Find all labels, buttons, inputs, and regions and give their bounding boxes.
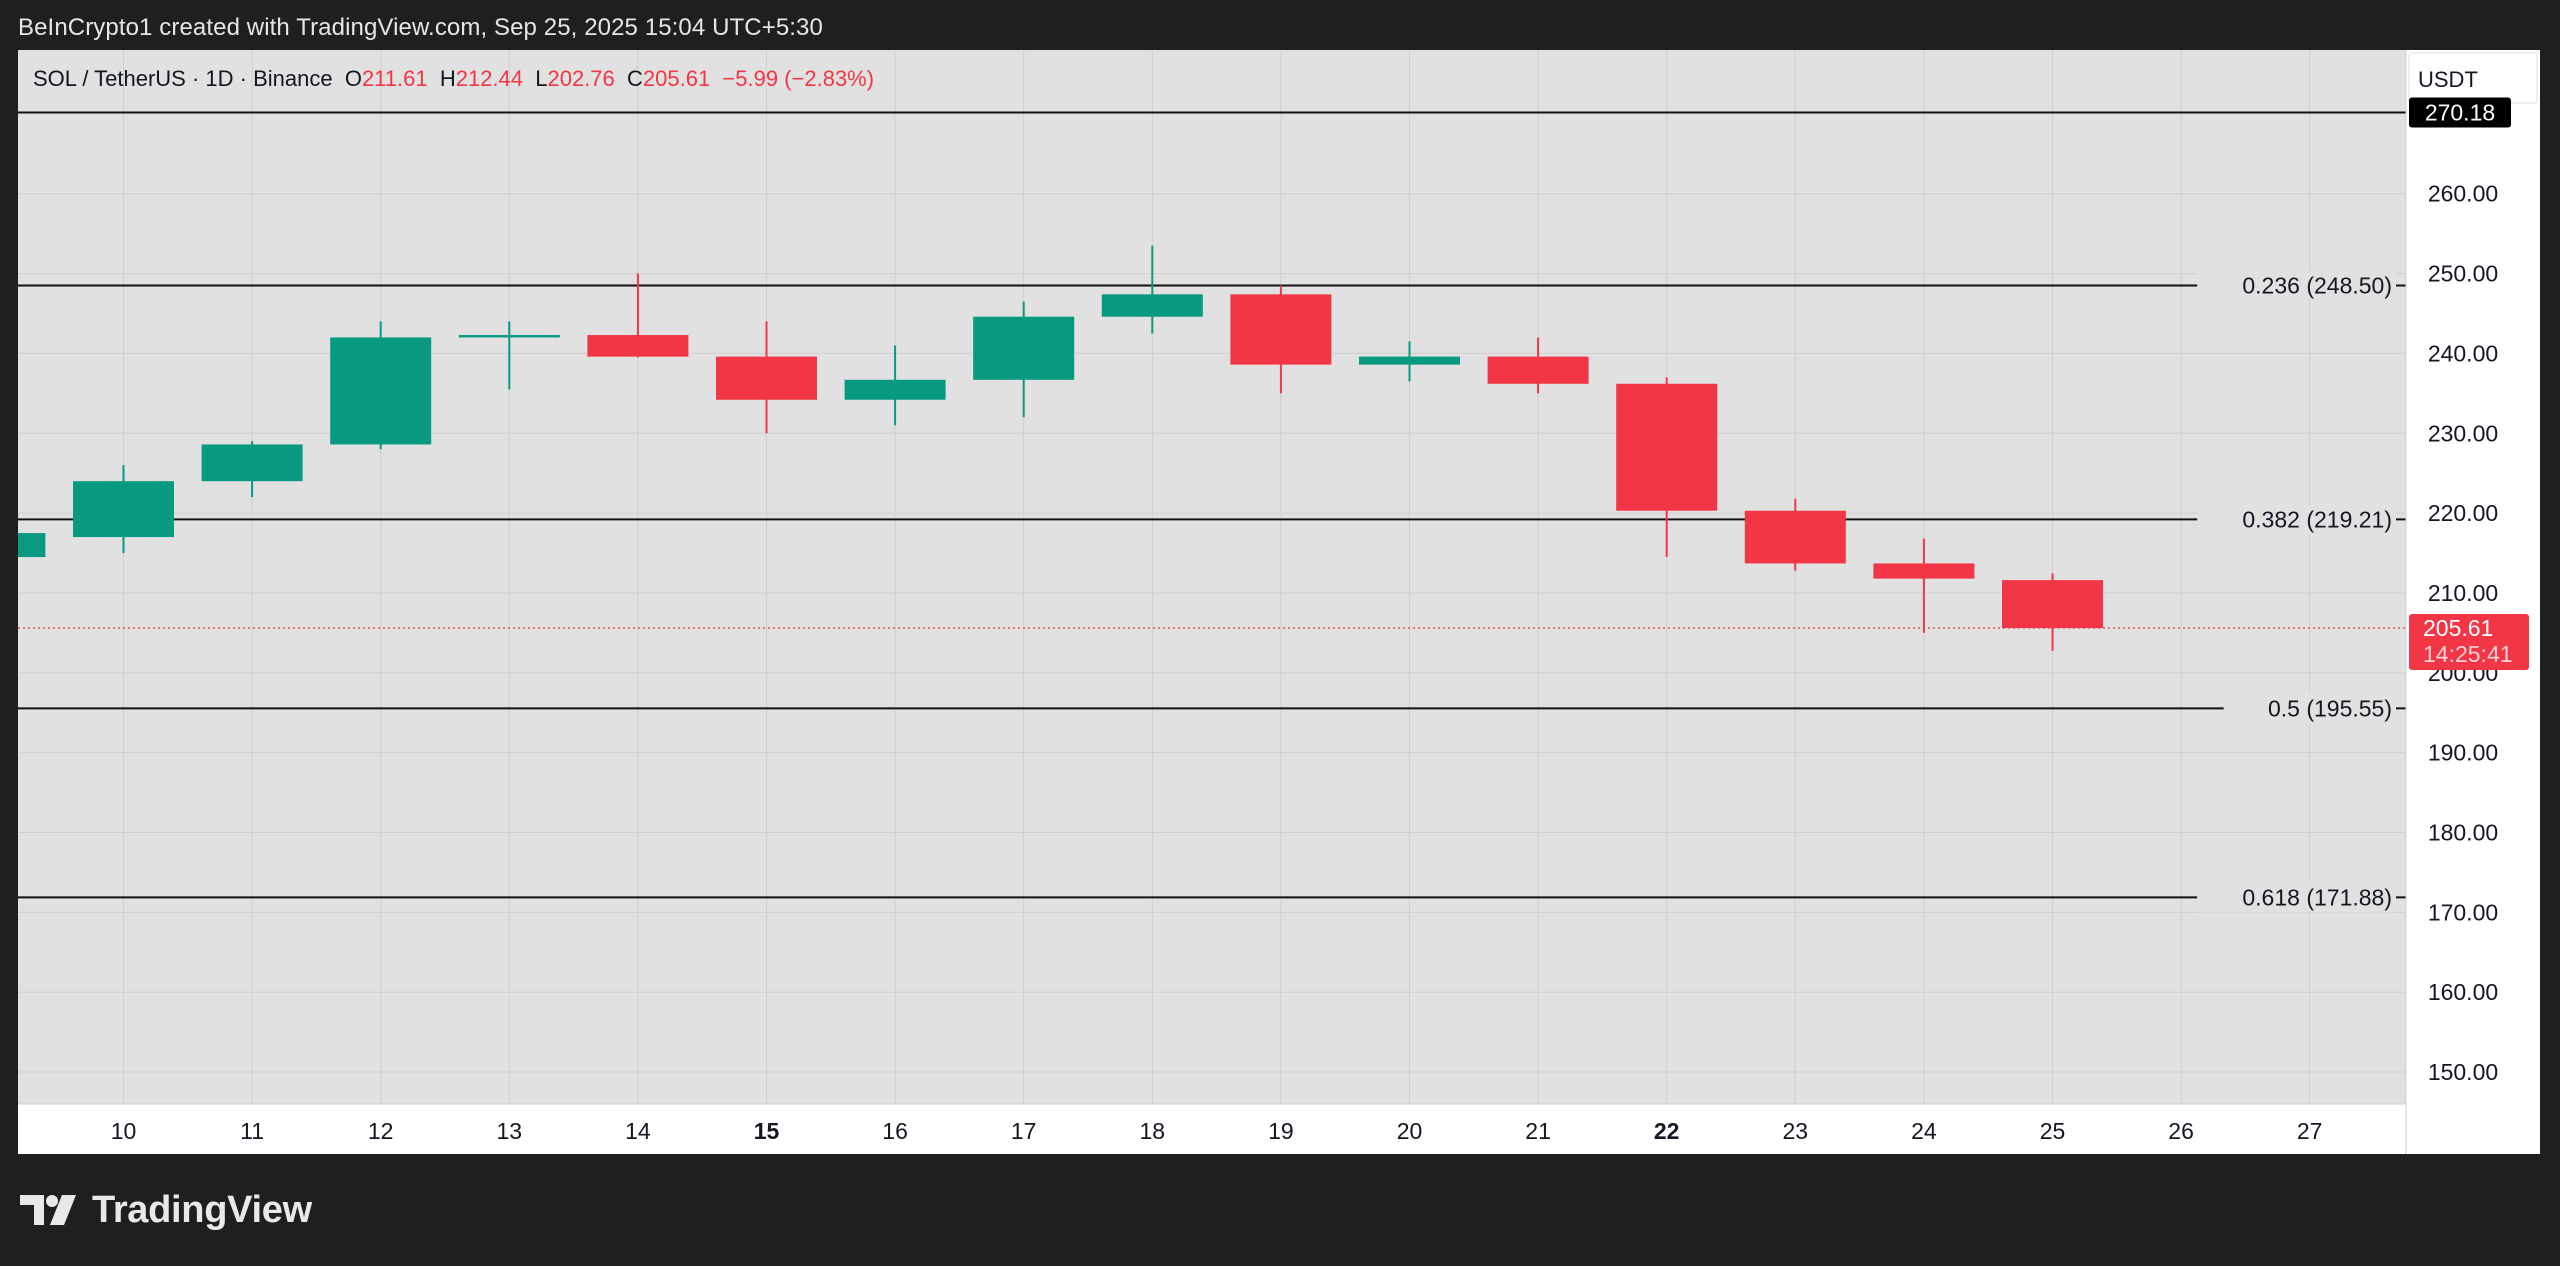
- candle-body: [1101, 294, 1203, 317]
- y-tick-label: 160.00: [2428, 979, 2498, 1005]
- close-label: C: [627, 66, 643, 91]
- candle: [587, 273, 689, 358]
- candle: [716, 321, 817, 434]
- open-label: O: [345, 66, 362, 91]
- chart-panel[interactable]: 0.236 (248.50) 0.382 (219.21) 0.5 (195.55)…: [18, 50, 2540, 1154]
- fib-axis-label: 270.18: [2425, 99, 2495, 125]
- fib-level-label: 0.382 (219.21): [2242, 506, 2392, 532]
- candle: [18, 533, 46, 558]
- low-value: 202.76: [547, 66, 627, 91]
- y-tick-label: 150.00: [2428, 1059, 2498, 1085]
- candle: [1744, 498, 1846, 571]
- y-tick-label: 230.00: [2428, 420, 2498, 446]
- y-tick-label: 210.00: [2428, 580, 2498, 606]
- candle-body: [1487, 356, 1589, 384]
- candle: [1616, 377, 1718, 558]
- x-tick-label: 10: [111, 1118, 137, 1144]
- y-axis-area: [2406, 50, 2540, 1154]
- fib-label-bg: [2197, 504, 2396, 535]
- candle-countdown-label: 14:25:41: [2423, 641, 2513, 667]
- y-tick-label: 240.00: [2428, 340, 2498, 366]
- candle-body: [716, 356, 817, 400]
- high-value: 212.44: [456, 66, 536, 91]
- candle-body: [73, 481, 174, 538]
- fib-label-bg: [2223, 693, 2396, 724]
- fib-label-bg: [2197, 882, 2396, 913]
- x-tick-label: 14: [625, 1118, 651, 1144]
- candle: [1359, 341, 1460, 382]
- x-tick-label: 13: [497, 1118, 523, 1144]
- currency-selector[interactable]: USDT: [2408, 52, 2538, 104]
- fib-level-label: 0.618 (171.88): [2242, 884, 2392, 910]
- close-value: 205.61: [643, 66, 723, 91]
- currency-label: USDT: [2418, 67, 2478, 92]
- x-tick-label: 12: [368, 1118, 394, 1144]
- last-price-badge: [2409, 614, 2529, 671]
- x-axis-area: [18, 1104, 2406, 1154]
- candle-body: [330, 337, 432, 445]
- fib-label-bg: [2197, 270, 2396, 301]
- candle-body: [587, 335, 689, 357]
- candle: [2002, 573, 2103, 651]
- candle-body: [458, 335, 560, 338]
- candle: [1101, 245, 1203, 334]
- candle-body: [1873, 563, 1975, 579]
- tradingview-logo[interactable]: TradingView: [20, 1188, 312, 1231]
- x-tick-label: 22: [1654, 1118, 1680, 1144]
- x-tick-label: 24: [1911, 1118, 1937, 1144]
- candle: [73, 465, 174, 554]
- change-value: −5.99 (−2.83%): [722, 66, 874, 91]
- high-label: H: [440, 66, 456, 91]
- fib-axis-badge: [2409, 97, 2511, 128]
- x-tick-label: 20: [1397, 1118, 1423, 1144]
- candlestick-chart[interactable]: 0.236 (248.50) 0.382 (219.21) 0.5 (195.55)…: [18, 50, 2540, 1154]
- ohlc-legend: SOL / TetherUS · 1D · Binance O211.61 H2…: [33, 66, 874, 91]
- candle: [844, 345, 946, 426]
- candle: [1873, 538, 1975, 633]
- chart-caption: BeInCrypto1 created with TradingView.com…: [18, 14, 823, 41]
- candle: [973, 301, 1075, 418]
- candle-body: [1744, 510, 1846, 564]
- candle: [330, 321, 432, 450]
- tradingview-logo-text: TradingView: [92, 1188, 312, 1231]
- x-tick-label: 27: [2297, 1118, 2323, 1144]
- open-value: 211.61: [362, 66, 440, 91]
- plot-area: [18, 50, 2406, 1104]
- x-tick-label: 11: [240, 1118, 264, 1144]
- x-tick-label: 26: [2168, 1118, 2194, 1144]
- candle: [201, 441, 303, 498]
- y-tick-label: 250.00: [2428, 261, 2498, 287]
- y-tick-label: 190.00: [2428, 740, 2498, 766]
- fib-level-label: 0.236 (248.50): [2242, 273, 2392, 299]
- x-tick-label: 25: [2040, 1118, 2066, 1144]
- y-tick-label: 180.00: [2428, 820, 2498, 846]
- candle: [1230, 285, 1332, 394]
- candle: [458, 321, 560, 390]
- candle-body: [201, 444, 303, 482]
- last-price-label: 205.61: [2423, 615, 2493, 641]
- candle-body: [844, 379, 946, 400]
- candle-body: [1230, 294, 1332, 365]
- candle-body: [2002, 580, 2103, 629]
- candle: [1487, 337, 1589, 394]
- fib-level-label: 0.5 (195.55): [2268, 695, 2392, 721]
- candle-body: [1616, 383, 1718, 511]
- ohlc-legend-text: SOL / TetherUS · 1D · Binance O211.61 H2…: [33, 66, 874, 91]
- x-tick-label: 23: [1783, 1118, 1809, 1144]
- low-label: L: [535, 66, 547, 91]
- candle-body: [973, 316, 1075, 380]
- symbol-label: SOL / TetherUS · 1D · Binance: [33, 66, 345, 91]
- tradingview-logo-icon: [20, 1195, 76, 1225]
- candle-body: [18, 533, 46, 558]
- x-tick-label: 18: [1140, 1118, 1166, 1144]
- y-tick-label: 260.00: [2428, 181, 2498, 207]
- x-tick-label: 16: [882, 1118, 908, 1144]
- y-tick-label: 170.00: [2428, 899, 2498, 925]
- candle-body: [1359, 356, 1460, 365]
- x-tick-label: 17: [1011, 1118, 1037, 1144]
- x-tick-label: 19: [1268, 1118, 1294, 1144]
- x-tick-label: 21: [1525, 1118, 1551, 1144]
- y-tick-label: 220.00: [2428, 500, 2498, 526]
- x-tick-label: 15: [754, 1118, 780, 1144]
